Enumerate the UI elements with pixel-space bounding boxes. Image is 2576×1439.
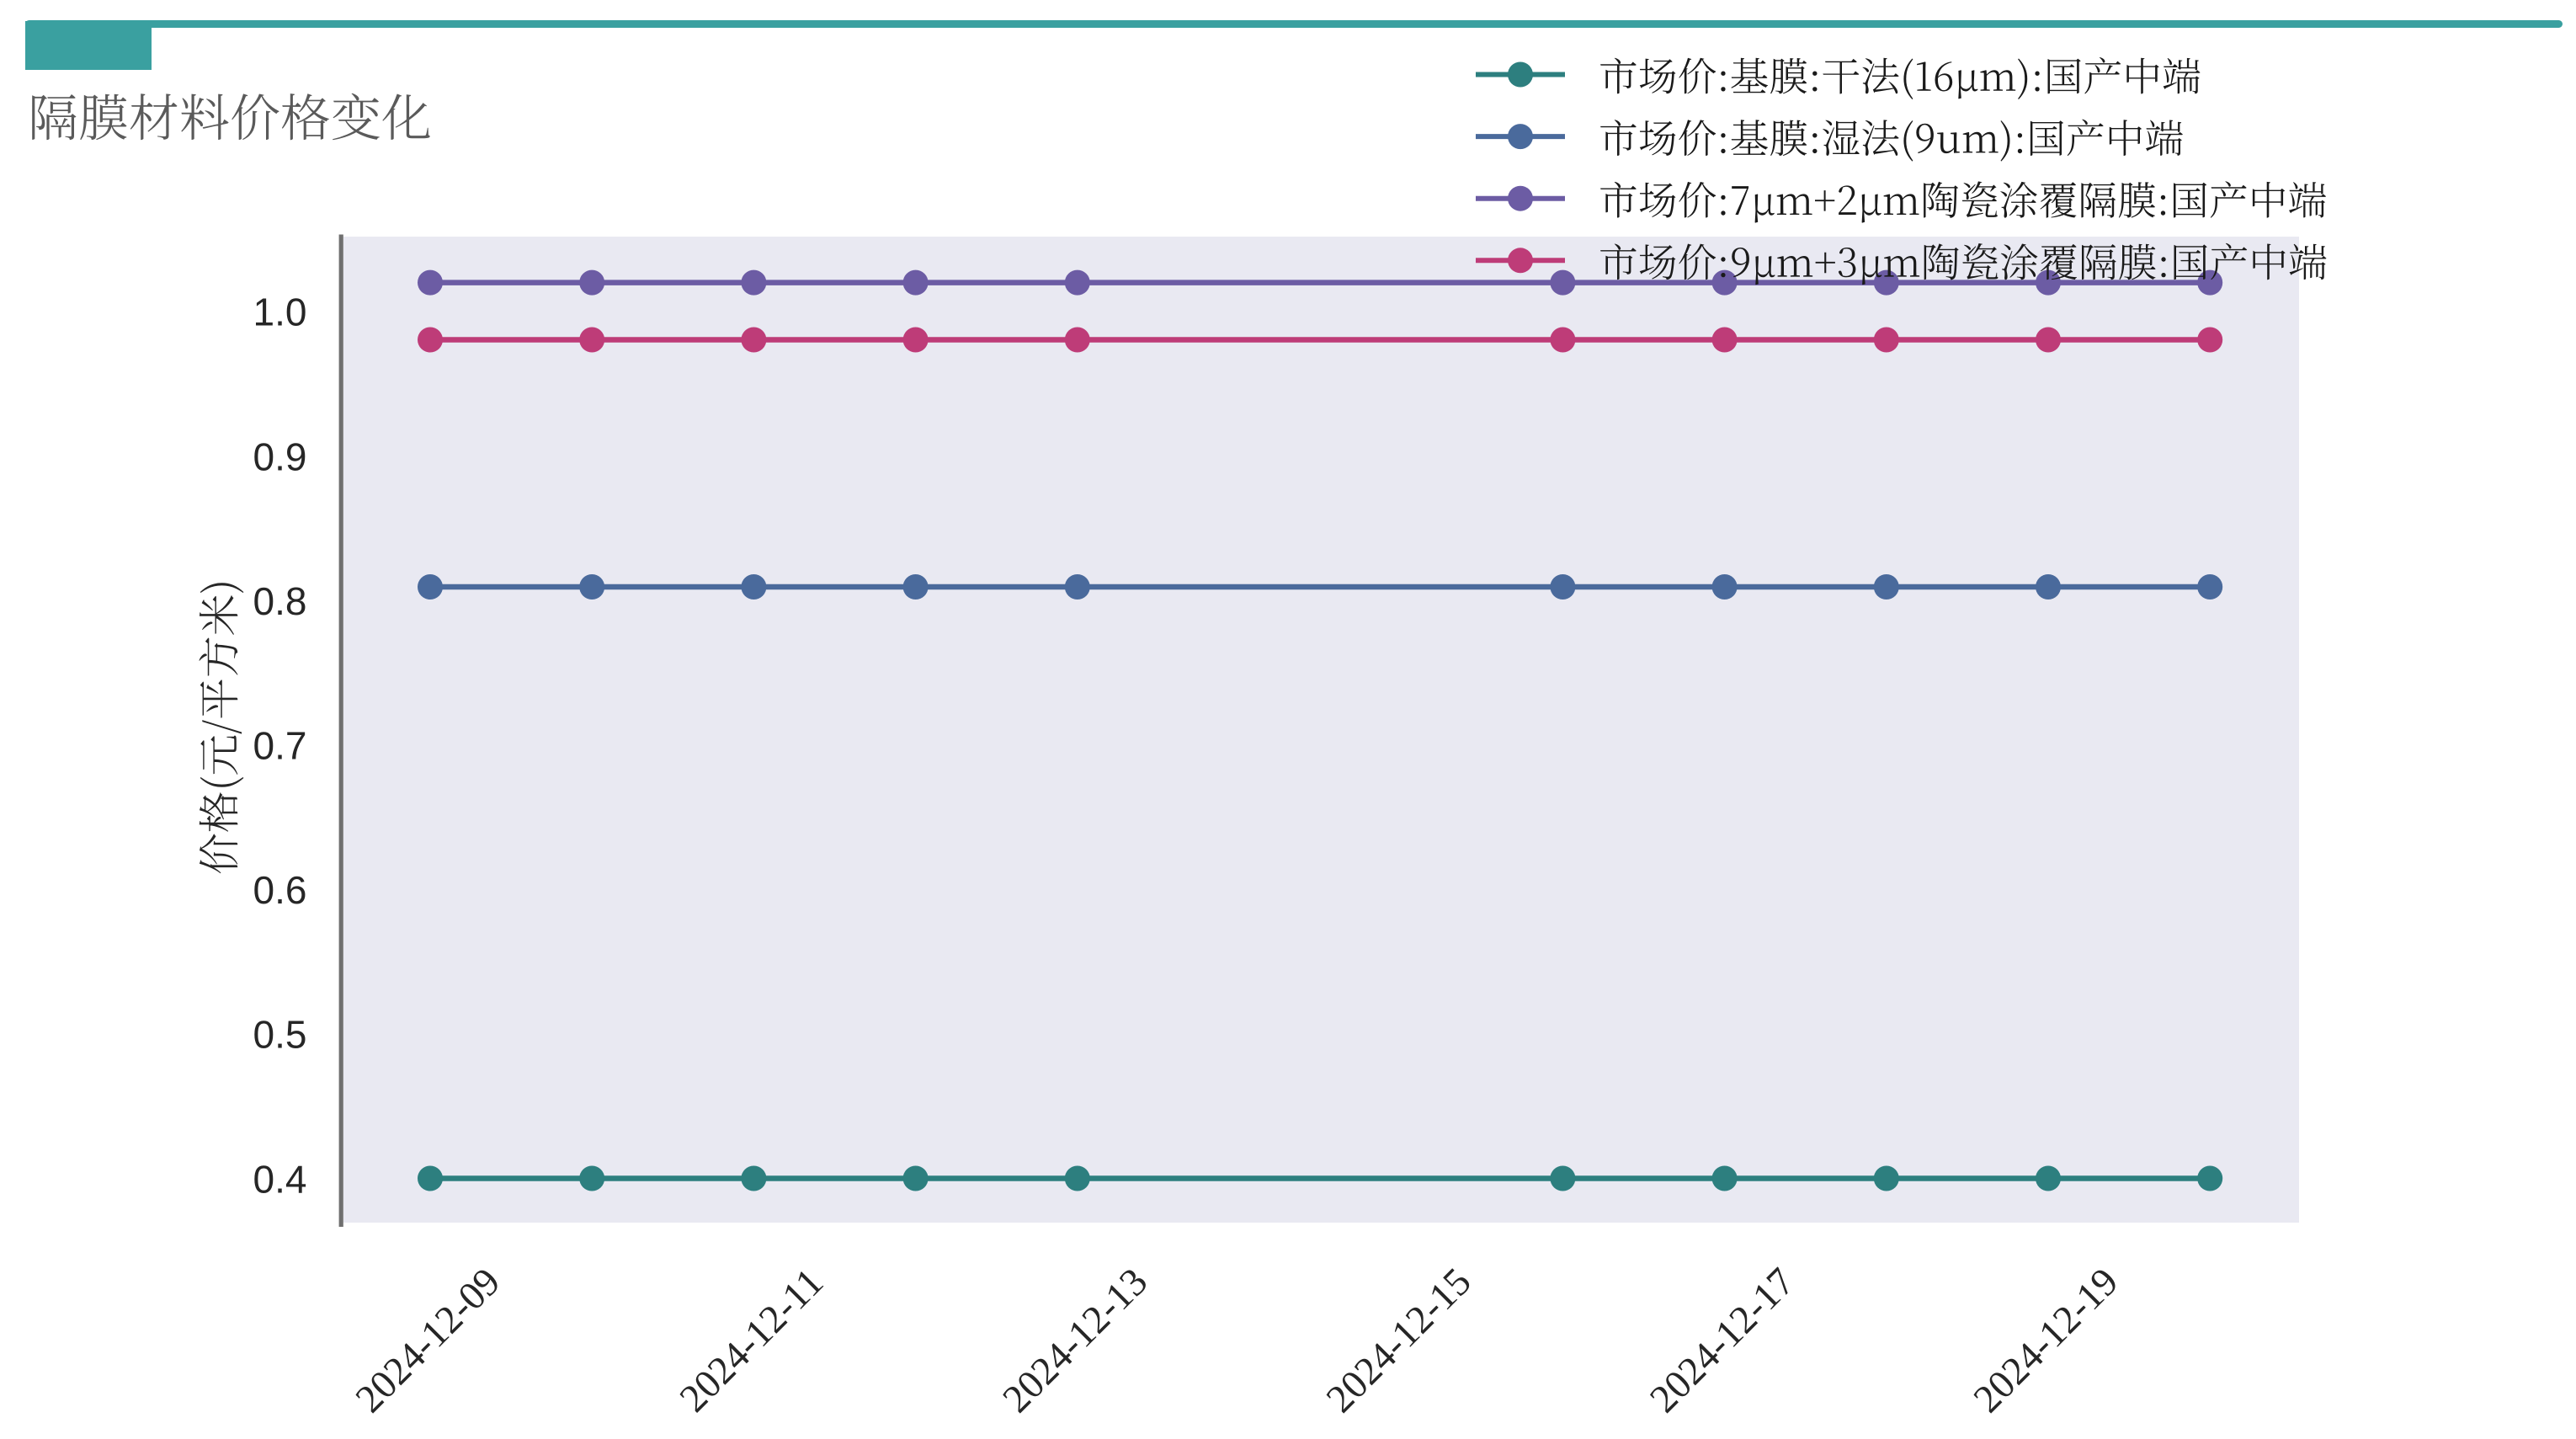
svg-text:0.5: 0.5 xyxy=(253,1013,307,1057)
svg-text:0.6: 0.6 xyxy=(253,868,307,912)
svg-text:0.9: 0.9 xyxy=(253,434,307,478)
svg-text:0.8: 0.8 xyxy=(253,579,307,623)
svg-text:0.7: 0.7 xyxy=(253,724,307,768)
svg-text:0.4: 0.4 xyxy=(253,1157,307,1201)
svg-text:2024-12-17: 2024-12-17 xyxy=(1642,1260,1803,1421)
svg-text:2024-12-15: 2024-12-15 xyxy=(1318,1260,1480,1421)
svg-text:1.0: 1.0 xyxy=(253,290,307,334)
svg-text:2024-12-09: 2024-12-09 xyxy=(348,1260,509,1421)
svg-text:2024-12-11: 2024-12-11 xyxy=(672,1260,833,1421)
svg-text:2024-12-19: 2024-12-19 xyxy=(1966,1260,2127,1421)
svg-text:2024-12-13: 2024-12-13 xyxy=(994,1260,1156,1421)
